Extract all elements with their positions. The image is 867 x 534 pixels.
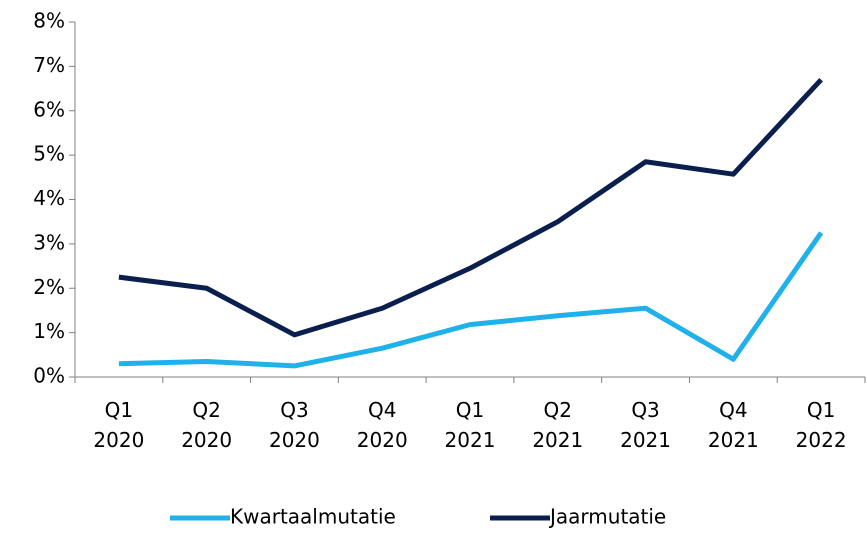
- y-tick-label: 0%: [33, 364, 65, 388]
- x-tick-label: Q1 2021: [445, 398, 496, 452]
- legend-label: Jaarmutatie: [548, 505, 666, 529]
- x-tick-label: Q2 2020: [181, 398, 232, 452]
- x-tick-label: Q1 2020: [93, 398, 144, 452]
- x-tick-label: Q3 2021: [620, 398, 671, 452]
- y-tick-label: 3%: [33, 230, 65, 254]
- x-tick-label: Q4 2021: [708, 398, 759, 452]
- y-tick-label: 1%: [33, 319, 65, 343]
- x-tick-label: Q2 2021: [532, 398, 583, 452]
- x-tick-label: Q1 2022: [796, 398, 847, 452]
- y-tick-label: 2%: [33, 275, 65, 299]
- y-tick-label: 4%: [33, 186, 65, 210]
- y-tick-label: 6%: [33, 97, 65, 121]
- y-tick-label: 7%: [33, 53, 65, 77]
- y-tick-label: 8%: [33, 9, 65, 33]
- legend-label: Kwartaalmutatie: [230, 505, 396, 529]
- x-tick-label: Q3 2020: [269, 398, 320, 452]
- x-tick-label: Q4 2020: [357, 398, 408, 452]
- y-tick-label: 5%: [33, 142, 65, 166]
- series-line: [118, 231, 824, 369]
- series-line: [118, 77, 823, 338]
